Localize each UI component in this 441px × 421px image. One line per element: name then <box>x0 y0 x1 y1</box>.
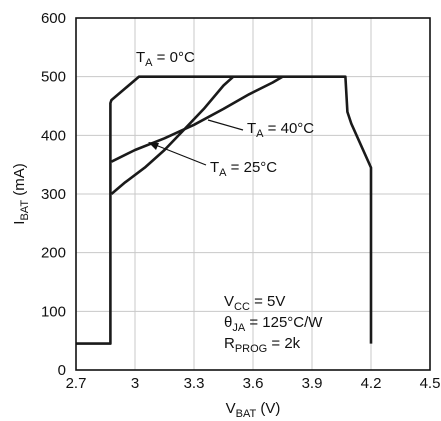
axis-titles: VBAT (V) IBAT (mA) <box>11 163 280 420</box>
x-tick-label: 3.9 <box>302 375 323 392</box>
curve-label-0c: TA = 0°C <box>136 49 195 69</box>
curve-label-25c: TA = 25°C <box>210 159 277 179</box>
y-tick-label: 500 <box>41 69 66 86</box>
x-tick-label: 4.5 <box>420 375 441 392</box>
x-tick-label: 2.7 <box>66 375 87 392</box>
x-tick-label: 3 <box>131 375 139 392</box>
y-tick-label: 300 <box>41 186 66 203</box>
curve-leader-40c <box>207 119 244 131</box>
x-tick-label: 3.3 <box>184 375 205 392</box>
axis-tick-labels: 2.7 3 3.3 3.6 3.9 4.2 4.5 0 100 200 300 400 500 600 <box>41 10 440 392</box>
x-tick-label: 4.2 <box>361 375 382 392</box>
y-tick-label: 100 <box>41 303 66 320</box>
y-tick-label: 0 <box>58 362 66 379</box>
curve-arrow-25c <box>148 142 159 150</box>
y-tick-label: 600 <box>41 10 66 27</box>
condition-rprog: RPROG = 2k <box>224 335 301 355</box>
curve-leader-25c <box>152 143 207 166</box>
series-line-0 <box>76 75 373 345</box>
plot-frame <box>75 17 431 371</box>
condition-vcc: VCC = 5V <box>224 293 285 313</box>
x-tick-label: 3.6 <box>243 375 264 392</box>
x-axis-title: VBAT (V) <box>226 400 281 420</box>
y-tick-label: 400 <box>41 127 66 144</box>
y-axis-title: IBAT (mA) <box>11 163 31 224</box>
y-tick-label: 200 <box>41 245 66 262</box>
curve-label-40c: TA = 40°C <box>247 120 314 140</box>
series-line-1 <box>110 75 235 195</box>
series-line-2 <box>110 75 284 163</box>
condition-theta-ja: θJA = 125°C/W <box>224 314 323 334</box>
chart-curves <box>76 75 373 345</box>
